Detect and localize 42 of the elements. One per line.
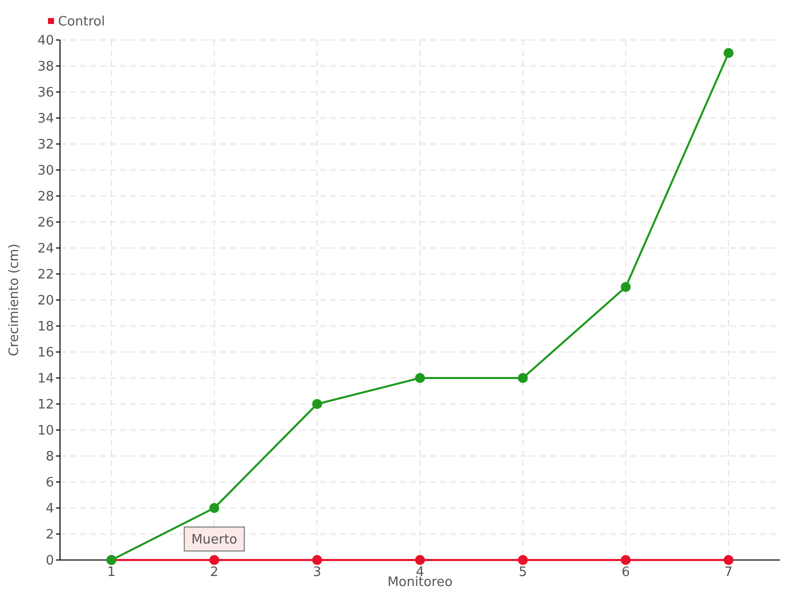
- y-tick-label: 0: [46, 554, 54, 569]
- y-tick-label: 22: [37, 268, 54, 283]
- y-tick-label: 12: [37, 398, 54, 413]
- point: [415, 555, 425, 565]
- x-tick-label: 3: [313, 565, 322, 580]
- x-tick-label: 1: [107, 565, 116, 580]
- y-tick-label: 4: [46, 502, 54, 517]
- y-tick-label: 40: [37, 34, 54, 49]
- y-tick-label: 20: [37, 294, 54, 309]
- y-tick-label: 36: [37, 86, 54, 101]
- y-tick-label: 6: [46, 476, 54, 491]
- y-tick-label: 8: [46, 450, 54, 465]
- y-tick-label: 26: [37, 216, 54, 231]
- y-tick-label: 32: [37, 138, 54, 153]
- y-axis-title: Crecimiento (cm): [7, 244, 22, 356]
- y-tick-label: 24: [37, 242, 54, 257]
- point: [724, 48, 734, 58]
- y-tick-label: 2: [46, 528, 54, 543]
- point: [620, 282, 631, 292]
- y-tick-label: 34: [37, 112, 54, 127]
- point: [209, 503, 220, 513]
- point: [518, 555, 528, 565]
- y-tick-label: 16: [37, 346, 54, 361]
- y-tick-label: 28: [37, 190, 54, 205]
- y-tick-label: 30: [37, 164, 54, 179]
- point: [312, 555, 322, 565]
- y-tick-label: 14: [37, 372, 54, 387]
- point: [415, 373, 425, 383]
- y-tick-label: 38: [37, 60, 54, 75]
- x-tick-label: 7: [724, 565, 733, 580]
- x-tick-label: 5: [518, 565, 527, 580]
- y-tick-label: 10: [37, 424, 54, 439]
- point: [209, 555, 220, 565]
- annotation: Muerto: [191, 532, 238, 548]
- y-tick-label: 18: [37, 320, 54, 335]
- point: [518, 373, 528, 383]
- legend-label: Control: [58, 14, 105, 30]
- point: [312, 399, 322, 409]
- x-tick-label: 6: [622, 565, 630, 580]
- x-tick-label: 2: [210, 565, 218, 580]
- point: [724, 555, 734, 565]
- point: [620, 555, 631, 565]
